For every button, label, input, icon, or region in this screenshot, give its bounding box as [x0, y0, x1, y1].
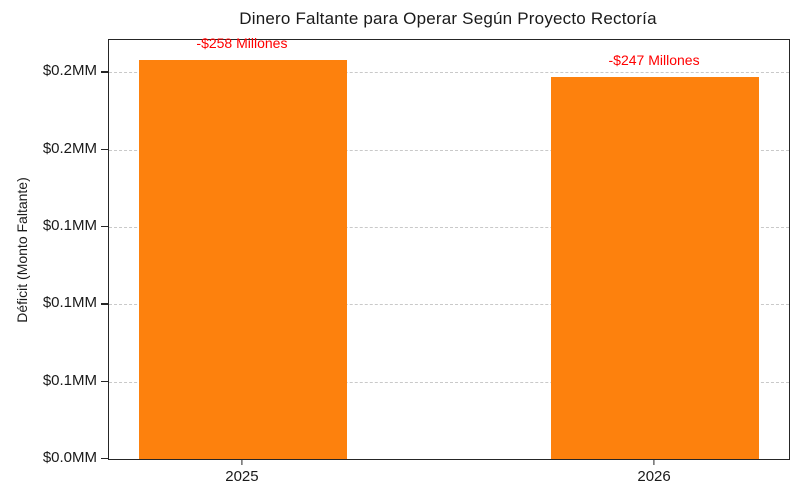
y-axis-tick — [101, 71, 108, 73]
y-axis-tick — [101, 380, 108, 382]
y-tick-label: $0.2MM — [42, 62, 97, 80]
y-tick-label: $0.1MM — [42, 294, 97, 312]
y-axis-tick — [101, 303, 108, 305]
y-axis-label: Déficit (Monto Faltante) — [14, 177, 30, 323]
x-axis-tick — [241, 458, 243, 465]
x-tick-label: 2026 — [637, 468, 671, 485]
y-axis-tick — [101, 225, 108, 228]
bar — [551, 76, 760, 459]
gridline — [109, 226, 789, 228]
y-tick-label: $0.1MM — [42, 216, 97, 234]
y-axis-tick — [101, 458, 108, 460]
x-tick-label: 2025 — [225, 468, 259, 485]
gridline — [109, 304, 789, 306]
x-axis-tick — [653, 458, 655, 465]
y-axis-tick — [101, 148, 108, 150]
y-tick-label: $0.0MM — [42, 449, 97, 466]
gridline — [109, 72, 789, 74]
gridline — [109, 149, 789, 151]
bar-value-label: -$247 Millones — [608, 51, 700, 68]
bar-value-label: -$258 Millones — [196, 34, 288, 51]
chart-title: Dinero Faltante para Operar Según Proyec… — [239, 9, 657, 28]
plot-area — [108, 39, 790, 460]
gridline — [109, 381, 789, 383]
y-tick-label: $0.1MM — [42, 371, 97, 389]
y-tick-label: $0.2MM — [42, 139, 97, 157]
bar — [138, 59, 347, 459]
